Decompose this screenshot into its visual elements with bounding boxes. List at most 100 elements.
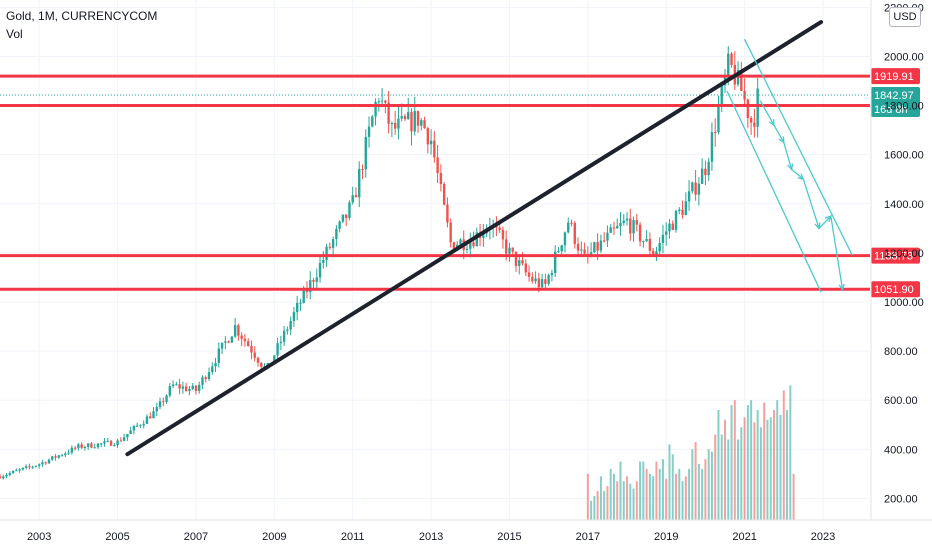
- volume-bar: [772, 410, 775, 520]
- volume-bar: [596, 491, 599, 520]
- candle-body: [60, 455, 64, 457]
- volume-bar: [678, 468, 681, 520]
- candle-body: [749, 117, 753, 123]
- candle-body: [2, 476, 5, 479]
- candle-body: [580, 249, 583, 251]
- candle-body: [70, 447, 74, 453]
- volume-bar: [704, 459, 707, 520]
- candle-body: [459, 239, 462, 245]
- volume-bar: [681, 481, 684, 520]
- candle-body: [162, 401, 165, 403]
- candle-body: [175, 384, 178, 386]
- candle-body: [609, 227, 612, 233]
- volume-bar: [730, 405, 733, 520]
- candle-body: [116, 440, 119, 446]
- time-tick-label: 2009: [262, 531, 286, 543]
- volume-bar: [642, 461, 645, 520]
- candle-body: [15, 470, 18, 472]
- projection-arrowhead: [838, 283, 845, 292]
- candle-body: [573, 223, 576, 244]
- price-tick-label: 2000.00: [884, 51, 924, 63]
- candle-body: [557, 251, 560, 253]
- candle-body: [279, 341, 283, 344]
- candle-body: [740, 70, 743, 91]
- candle-body: [335, 228, 338, 240]
- candle-body: [204, 377, 207, 380]
- candle-body: [132, 425, 136, 431]
- candle-body: [714, 132, 717, 134]
- volume-bar: [759, 427, 762, 520]
- candle-body: [560, 245, 563, 252]
- candle-body: [220, 342, 224, 349]
- candle-body: [302, 289, 305, 303]
- candle-body: [518, 260, 521, 266]
- volume-bar: [639, 461, 642, 520]
- countdown-label: 16d 8h: [874, 104, 908, 116]
- volume-bar: [691, 449, 694, 520]
- volume-bar: [694, 441, 697, 520]
- level-tag-label: 1919.91: [874, 71, 914, 83]
- candle-body: [158, 401, 162, 408]
- candle-body: [122, 437, 126, 441]
- candle-body: [531, 276, 534, 282]
- candle-body: [80, 444, 83, 448]
- currency-badge[interactable]: USD: [889, 7, 921, 27]
- candle-body: [583, 249, 586, 254]
- volume-bar: [737, 439, 740, 520]
- volume-bar: [769, 417, 772, 520]
- volume-bar: [652, 476, 655, 520]
- candle-body: [501, 230, 505, 240]
- candle-body: [707, 161, 710, 176]
- volume-bar: [619, 461, 622, 520]
- candle-body: [0, 476, 2, 479]
- candle-body: [318, 263, 322, 278]
- candle-body: [691, 182, 694, 192]
- candle-body: [681, 209, 684, 216]
- candle-body: [86, 443, 90, 447]
- candle-body: [322, 259, 325, 264]
- candle-body: [227, 341, 230, 343]
- time-tick-label: 2019: [654, 531, 678, 543]
- candle-body: [403, 116, 407, 120]
- candle-body: [429, 140, 433, 145]
- volume-bar: [779, 414, 782, 520]
- candle-body: [51, 456, 54, 460]
- volume-bar: [626, 476, 629, 520]
- candle-body: [106, 440, 109, 442]
- candle-body: [312, 280, 315, 282]
- volume-bar: [714, 434, 717, 520]
- chart-title: Gold, 1M, CURRENCYCOM: [6, 9, 158, 23]
- volume-bar: [789, 385, 792, 520]
- candle-body: [407, 112, 410, 120]
- volume-bar: [586, 473, 589, 520]
- candle-body: [90, 443, 93, 448]
- candle-body: [727, 53, 730, 76]
- volume-bar: [776, 400, 779, 520]
- candle-body: [694, 182, 697, 195]
- candle-body: [730, 53, 733, 65]
- projection-arrowhead: [768, 119, 775, 127]
- candle-body: [155, 407, 158, 412]
- candle-body: [135, 425, 139, 427]
- time-tick-label: 2013: [419, 531, 443, 543]
- candle-body: [668, 223, 671, 232]
- level-tag: [871, 281, 920, 298]
- candle-body: [184, 386, 188, 392]
- candle-body: [47, 459, 51, 464]
- candle-body: [315, 277, 318, 282]
- candle-body: [534, 278, 537, 282]
- candle-body: [34, 465, 38, 467]
- candle-body: [5, 474, 8, 477]
- volume-bar: [661, 459, 664, 520]
- candle-body: [233, 325, 237, 337]
- trendline: [125, 20, 824, 457]
- candle-body: [629, 218, 632, 234]
- candle-body: [103, 441, 106, 444]
- volume-bar: [792, 473, 795, 520]
- volume-bar: [786, 410, 789, 520]
- volume-bar: [766, 419, 769, 520]
- candle-body: [194, 385, 198, 391]
- projection-arrowhead: [824, 214, 832, 222]
